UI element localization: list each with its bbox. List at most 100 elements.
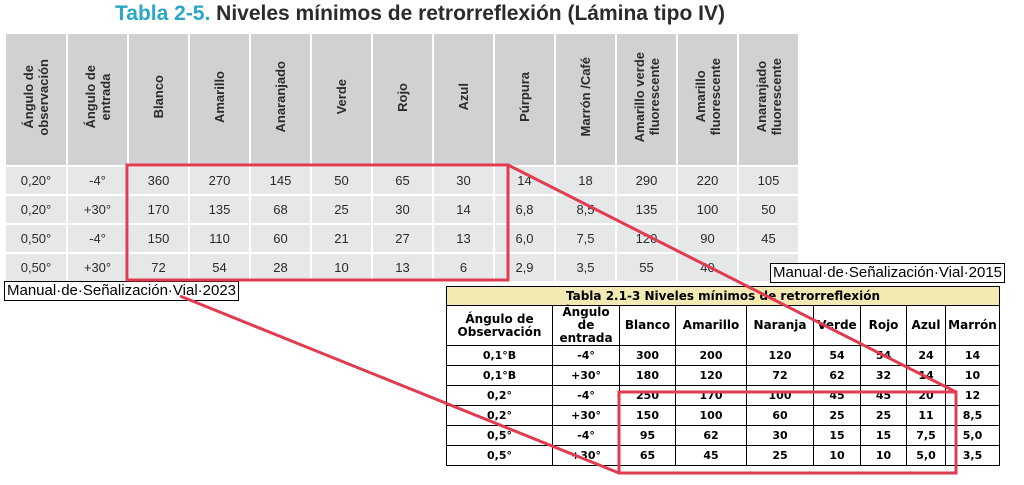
table-cell: 68	[251, 196, 310, 223]
table-row: 0,2° -4° 250 170 100 45 45 20 12	[446, 385, 1000, 406]
table-cell: 105	[739, 167, 798, 194]
table-cell: 135	[190, 196, 249, 223]
column-header: Ángulo de entrada	[68, 34, 127, 165]
table-cell: 200	[675, 345, 747, 366]
table-cell: 120	[617, 225, 676, 252]
table-row: 0,5° -4° 95 62 30 15 15 7,5 5,0	[446, 425, 1000, 446]
table-cell: 0,20°	[6, 196, 66, 223]
table-cell: 0,1°B	[446, 365, 553, 386]
table-cell: 150	[129, 225, 188, 252]
table-row: 0,50° +30° 72 54 28 10 13 6 2,9 3,5 55 40	[6, 254, 798, 281]
column-header-label: Azul	[456, 83, 471, 111]
table-cell: 6,8	[495, 196, 554, 223]
column-header: Marrón /Café	[556, 34, 615, 165]
table-cell: 21	[312, 225, 371, 252]
table-2015-caption: Tabla 2.1-3 Niveles mínimos de retrorref…	[446, 286, 1000, 306]
table-cell: 290	[617, 167, 676, 194]
table-cell: +30°	[552, 445, 620, 466]
table-cell: 30	[746, 425, 814, 446]
table-title-text: Niveles mínimos de retrorreflexión (Lámi…	[216, 2, 725, 25]
table-number: Tabla 2-5.	[115, 2, 211, 25]
table-cell: 18	[556, 167, 615, 194]
table-cell: 300	[619, 345, 676, 366]
table-cell: 0,50°	[6, 254, 66, 281]
table-cell: 28	[251, 254, 310, 281]
column-header: Rojo	[373, 34, 432, 165]
table-cell: 20	[906, 385, 946, 406]
table-cell: 100	[675, 405, 747, 426]
table-cell: 5,0	[906, 445, 946, 466]
table-cell: -4°	[552, 425, 620, 446]
column-header: Verde	[813, 305, 861, 346]
table-cell: +30°	[68, 196, 127, 223]
label-manual-2015: Manual·de·Señalización·Vial·2015	[770, 263, 1006, 283]
column-header-label: Anaranjado	[273, 61, 288, 133]
table-cell: 72	[746, 365, 814, 386]
table-cell: 32	[860, 365, 907, 386]
label-manual-2023: Manual·de·Señalización·Vial·2023	[4, 281, 240, 301]
column-header: Rojo	[860, 305, 907, 346]
table-cell: 180	[619, 365, 676, 386]
column-header: Ángulo de entrada	[552, 305, 620, 346]
column-header: Ángulo de observación	[6, 34, 66, 165]
column-header-label: Rojo	[395, 82, 410, 112]
retroreflection-table-2015: Tabla 2.1-3 Niveles mínimos de retrorref…	[446, 286, 1000, 466]
column-header-label: Púrpura	[517, 72, 532, 122]
table-cell: 45	[860, 385, 907, 406]
table-cell: 10	[860, 445, 907, 466]
table-cell: 14	[495, 167, 554, 194]
column-header-label: Amarillo fluorescente	[692, 58, 723, 136]
column-header: Anaranjado	[251, 34, 310, 165]
column-header: Amarillo fluorescente	[678, 34, 737, 165]
table-cell: 360	[129, 167, 188, 194]
table-cell: 2,9	[495, 254, 554, 281]
column-header: Marrón	[945, 305, 1000, 346]
table-cell: 45	[739, 225, 798, 252]
column-header: Azul	[906, 305, 946, 346]
table-cell: 10	[312, 254, 371, 281]
table-cell: 5,0	[945, 425, 1000, 446]
column-header: Blanco	[619, 305, 676, 346]
table-cell: 54	[813, 345, 861, 366]
table-cell: 7,5	[906, 425, 946, 446]
column-header: Amarillo verde fluorescente	[617, 34, 676, 165]
column-header-label: Amarillo	[212, 70, 227, 123]
table-row: 0,2° +30° 150 100 60 25 25 11 8,5	[446, 405, 1000, 426]
table-row: 0,20° -4° 360 270 145 50 65 30 14 18 290 220 105	[6, 167, 798, 194]
table-title: Tabla 2-5. Niveles mínimos de retrorrefl…	[0, 2, 840, 26]
table-cell: 135	[617, 196, 676, 223]
table-cell: 145	[251, 167, 310, 194]
table-cell: -4°	[68, 225, 127, 252]
table-cell: 95	[619, 425, 676, 446]
table-cell: 30	[434, 167, 493, 194]
table-row: 0,20° +30° 170 135 68 25 30 14 6,8 8,5 135 100 50	[6, 196, 798, 223]
table-cell: 15	[813, 425, 861, 446]
table-cell: 0,5°	[446, 425, 553, 446]
table-cell: 40	[678, 254, 737, 281]
table-cell: 6,0	[495, 225, 554, 252]
table-cell: 100	[746, 385, 814, 406]
table-cell: 60	[251, 225, 310, 252]
table-cell: 50	[312, 167, 371, 194]
table-cell: 270	[190, 167, 249, 194]
table-cell: 50	[739, 196, 798, 223]
table-cell: 54	[190, 254, 249, 281]
table-row: 0,1°B +30° 180 120 72 62 32 14 10	[446, 365, 1000, 386]
column-header-label: Ángulo de observación	[21, 58, 51, 136]
table-cell: 12	[945, 385, 1000, 406]
table-cell: 170	[675, 385, 747, 406]
table-row: 0,50° -4° 150 110 60 21 27 13 6,0 7,5 120 90 45	[6, 225, 798, 252]
table-cell: 0,50°	[6, 225, 66, 252]
table-cell: -4°	[68, 167, 127, 194]
table-cell: 13	[434, 225, 493, 252]
retroreflection-table-2015-wrapper: Tabla 2.1-3 Niveles mínimos de retrorref…	[446, 286, 1000, 466]
table-cell: 120	[675, 365, 747, 386]
column-header: Naranja	[746, 305, 814, 346]
table-cell: 3,5	[556, 254, 615, 281]
table-cell: 8,5	[556, 196, 615, 223]
column-header-label: Anaranjado fluorescente	[753, 58, 784, 136]
table-cell: 14	[434, 196, 493, 223]
table-cell: 65	[373, 167, 432, 194]
table-cell: 90	[678, 225, 737, 252]
table-cell: 60	[746, 405, 814, 426]
